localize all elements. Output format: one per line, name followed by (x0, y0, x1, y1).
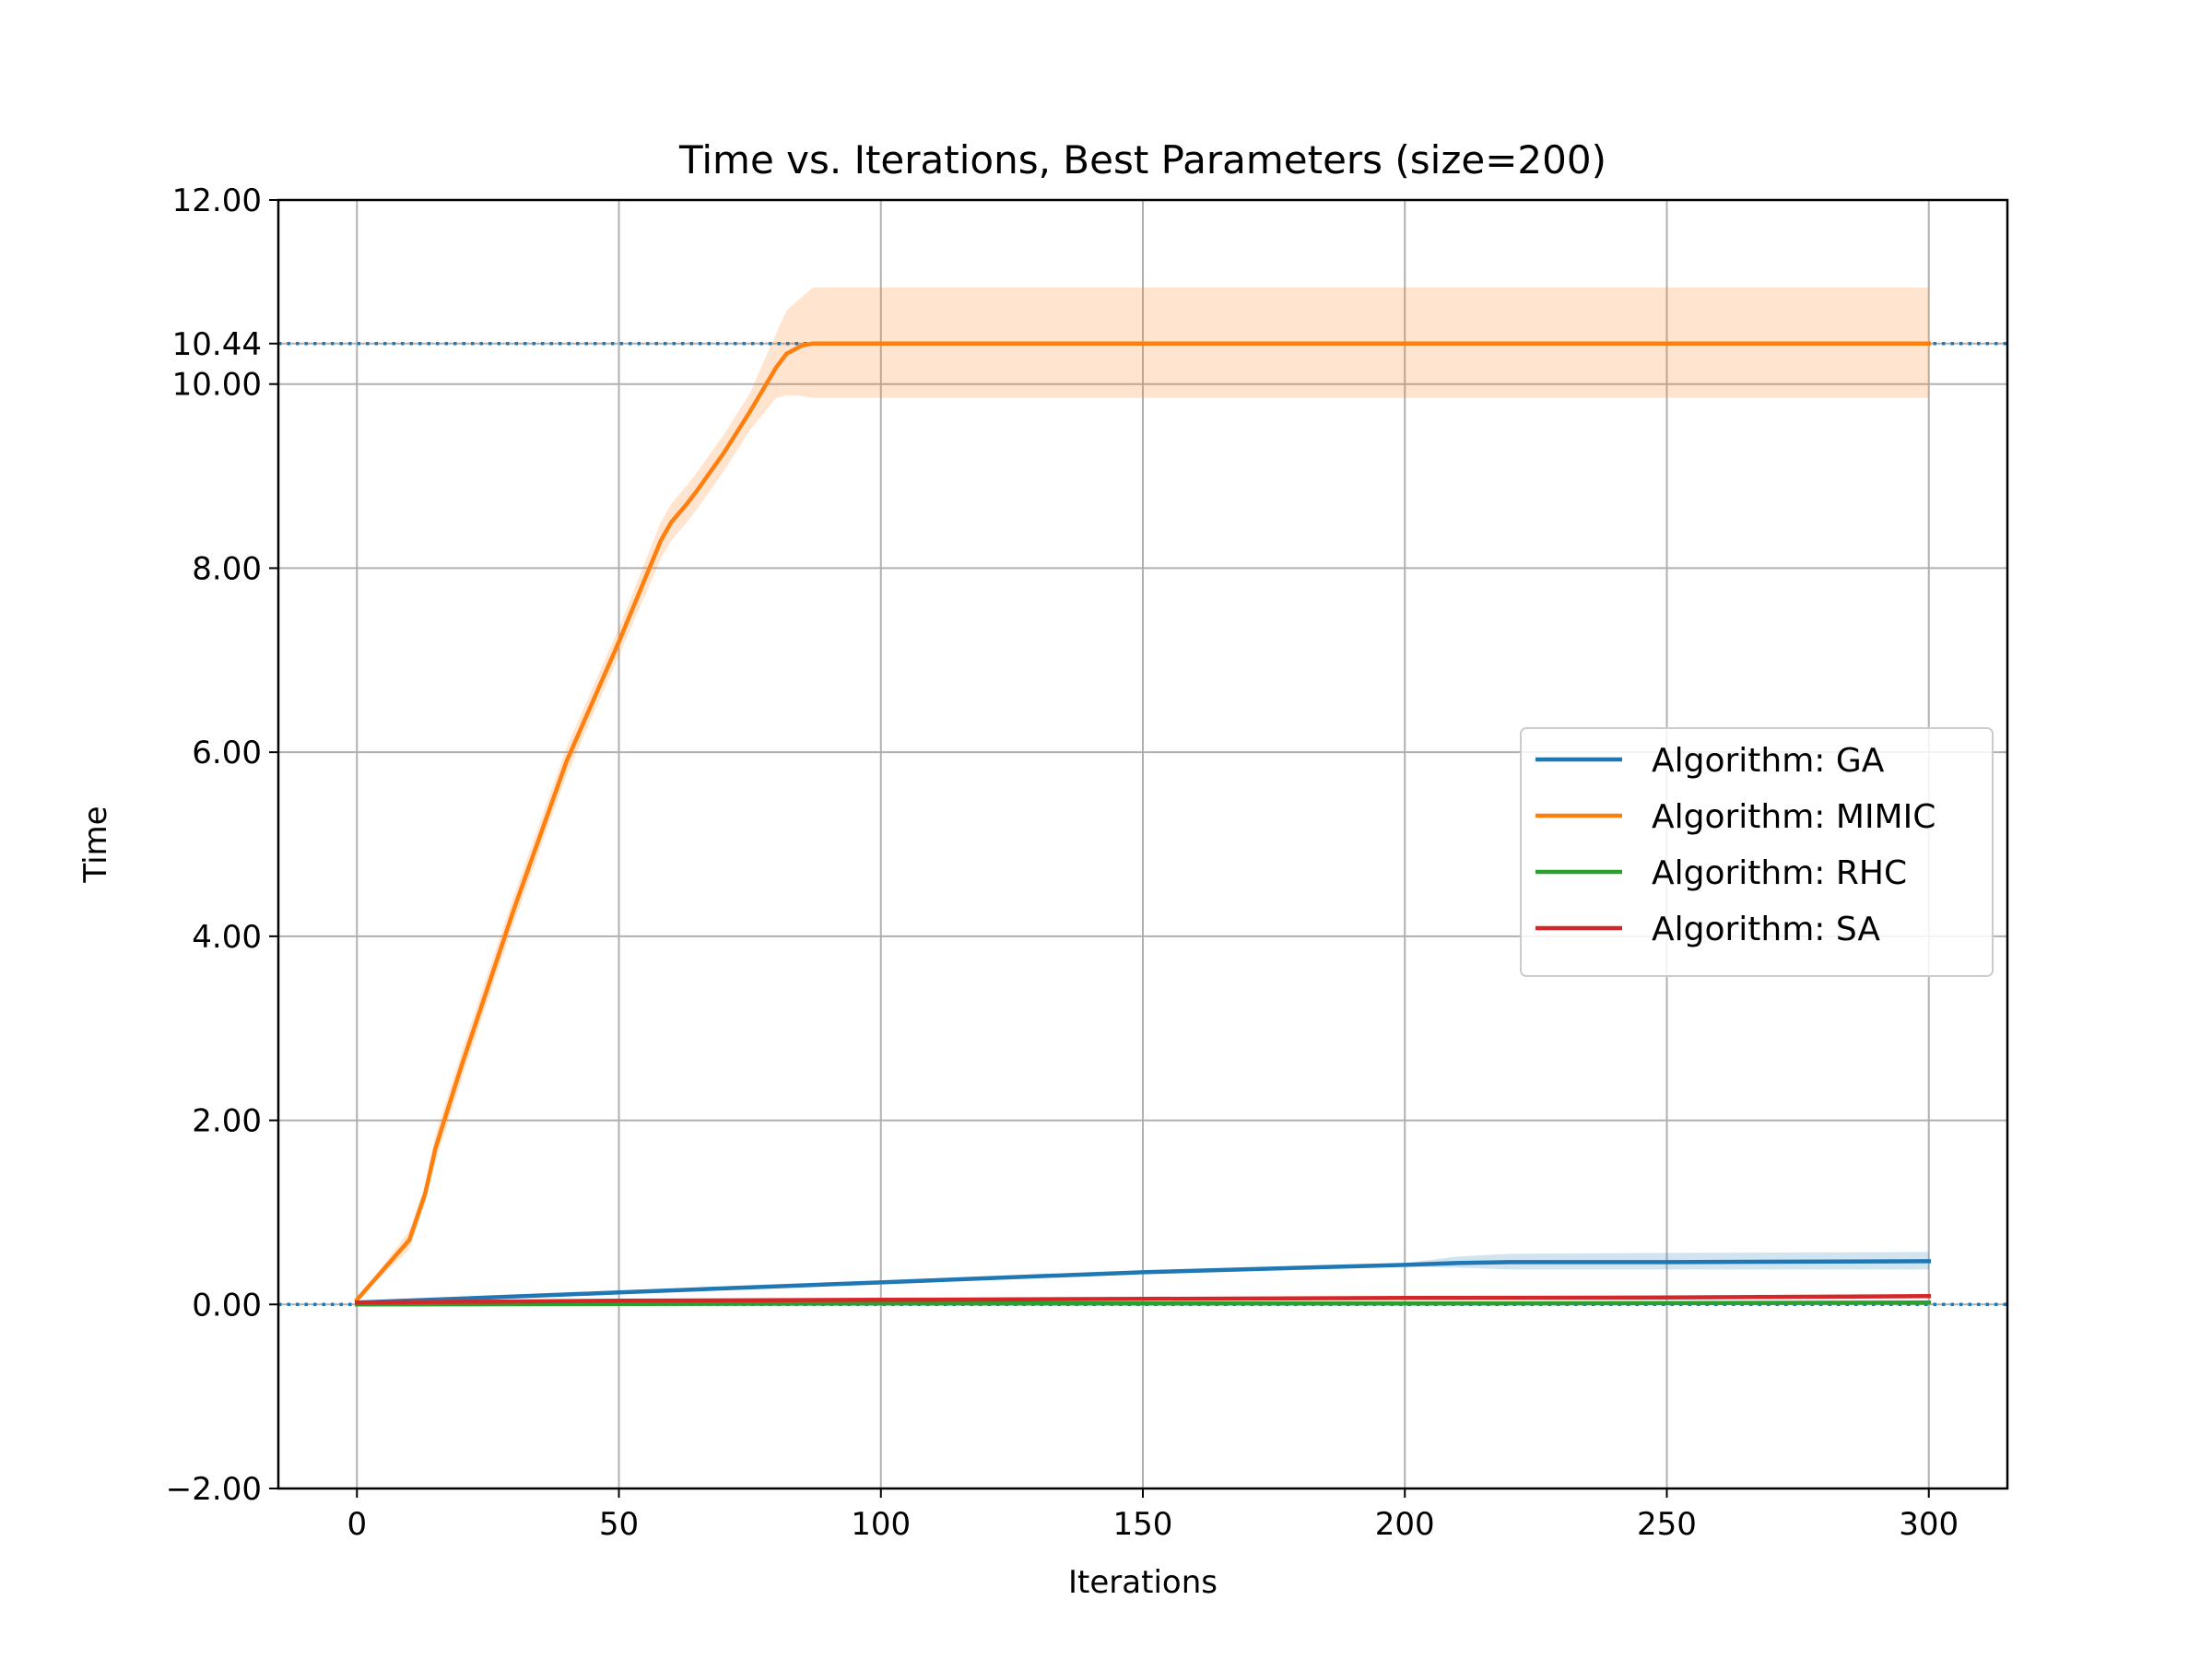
legend-box (1520, 727, 1994, 977)
y-tick-label: −2.00 (166, 1471, 262, 1508)
y-axis-label: Time (77, 806, 114, 883)
legend-label: Algorithm: MIMIC (1652, 798, 1936, 836)
y-tick-label: 0.00 (192, 1287, 262, 1324)
axis-ticks: 0 50 100 150 200 250 300 −2.00 0.00 2.00 4.00 6.00 8… (166, 182, 1959, 1543)
y-tick-label: 10.44 (172, 326, 262, 363)
series-line (354, 341, 1931, 1303)
y-tick-label: 8.00 (192, 550, 262, 587)
legend-label: Algorithm: GA (1652, 742, 1885, 780)
confidence-band (357, 1252, 1929, 1303)
y-tick-label: 2.00 (192, 1103, 262, 1140)
y-tick-label: 4.00 (192, 919, 262, 956)
confidence-band (357, 287, 1929, 1300)
x-tick-label: 0 (347, 1506, 367, 1543)
y-tick-label: 12.00 (172, 182, 262, 219)
x-tick-label: 150 (1113, 1506, 1173, 1543)
x-tick-label: 100 (851, 1506, 911, 1543)
chart-title: Time vs. Iterations, Best Parameters (si… (678, 137, 1606, 182)
y-tick-label: 6.00 (192, 735, 262, 771)
legend-label: Algorithm: RHC (1652, 854, 1907, 892)
series-line (355, 1300, 1931, 1307)
x-tick-label: 300 (1899, 1506, 1959, 1543)
x-axis-label: Iterations (1068, 1564, 1218, 1601)
series-line (355, 1294, 1931, 1305)
series-line (354, 1259, 1931, 1305)
series-lines (354, 341, 1931, 1307)
x-tick-label: 250 (1637, 1506, 1697, 1543)
legend: Algorithm: GA Algorithm: MIMIC Algorithm: … (1520, 727, 1994, 977)
y-tick-label: 10.00 (172, 367, 262, 404)
legend-label: Algorithm: SA (1652, 911, 1880, 948)
x-tick-label: 200 (1375, 1506, 1435, 1543)
confidence-bands (357, 287, 1929, 1303)
x-tick-label: 50 (599, 1506, 639, 1543)
